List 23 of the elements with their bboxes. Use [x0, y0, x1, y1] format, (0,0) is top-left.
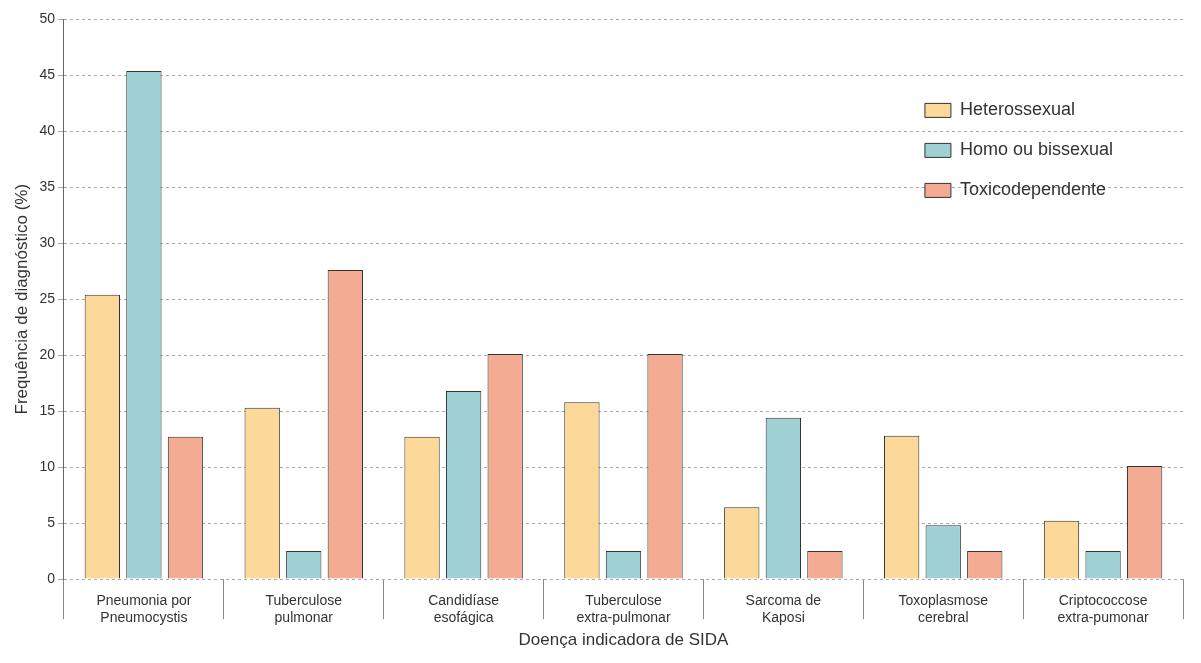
x-tick-label: Candidíase esofágica — [428, 592, 500, 626]
y-tick-label: 5 — [47, 513, 56, 530]
legend-label: Toxicodependente — [959, 179, 1107, 200]
x-tick-label: Sarcoma de Kaposi — [745, 592, 822, 626]
y-tick-label: 35 — [39, 178, 56, 195]
y-axis-title: Frequência de diagnóstico (%) — [11, 183, 31, 415]
y-tick-label: 20 — [39, 346, 56, 363]
x-axis-title: Doença indicadora de SIDA — [518, 630, 730, 650]
y-tick-label: 45 — [39, 66, 56, 83]
y-tick-label: 0 — [47, 569, 56, 586]
legend-label: Homo ou bissexual — [959, 139, 1114, 160]
y-tick-label: 50 — [39, 10, 56, 27]
y-tick-label: 10 — [39, 457, 56, 474]
x-tick-label: Criptococcose extra-pumonar — [1057, 592, 1149, 626]
x-tick-label: Tuberculose pulmonar — [265, 592, 343, 626]
legend-label: Heterossexual — [959, 99, 1075, 120]
y-tick-label: 15 — [39, 401, 56, 418]
x-tick-label: Pneumonia por Pneumocystis — [96, 592, 192, 626]
y-tick-label: 40 — [39, 122, 56, 139]
x-tick-label: Tuberculose extra-pulmonar — [576, 592, 671, 626]
y-tick-label: 30 — [39, 234, 56, 251]
x-tick-label: Toxoplasmose cerebral — [898, 592, 989, 626]
y-tick-label: 25 — [39, 290, 56, 307]
